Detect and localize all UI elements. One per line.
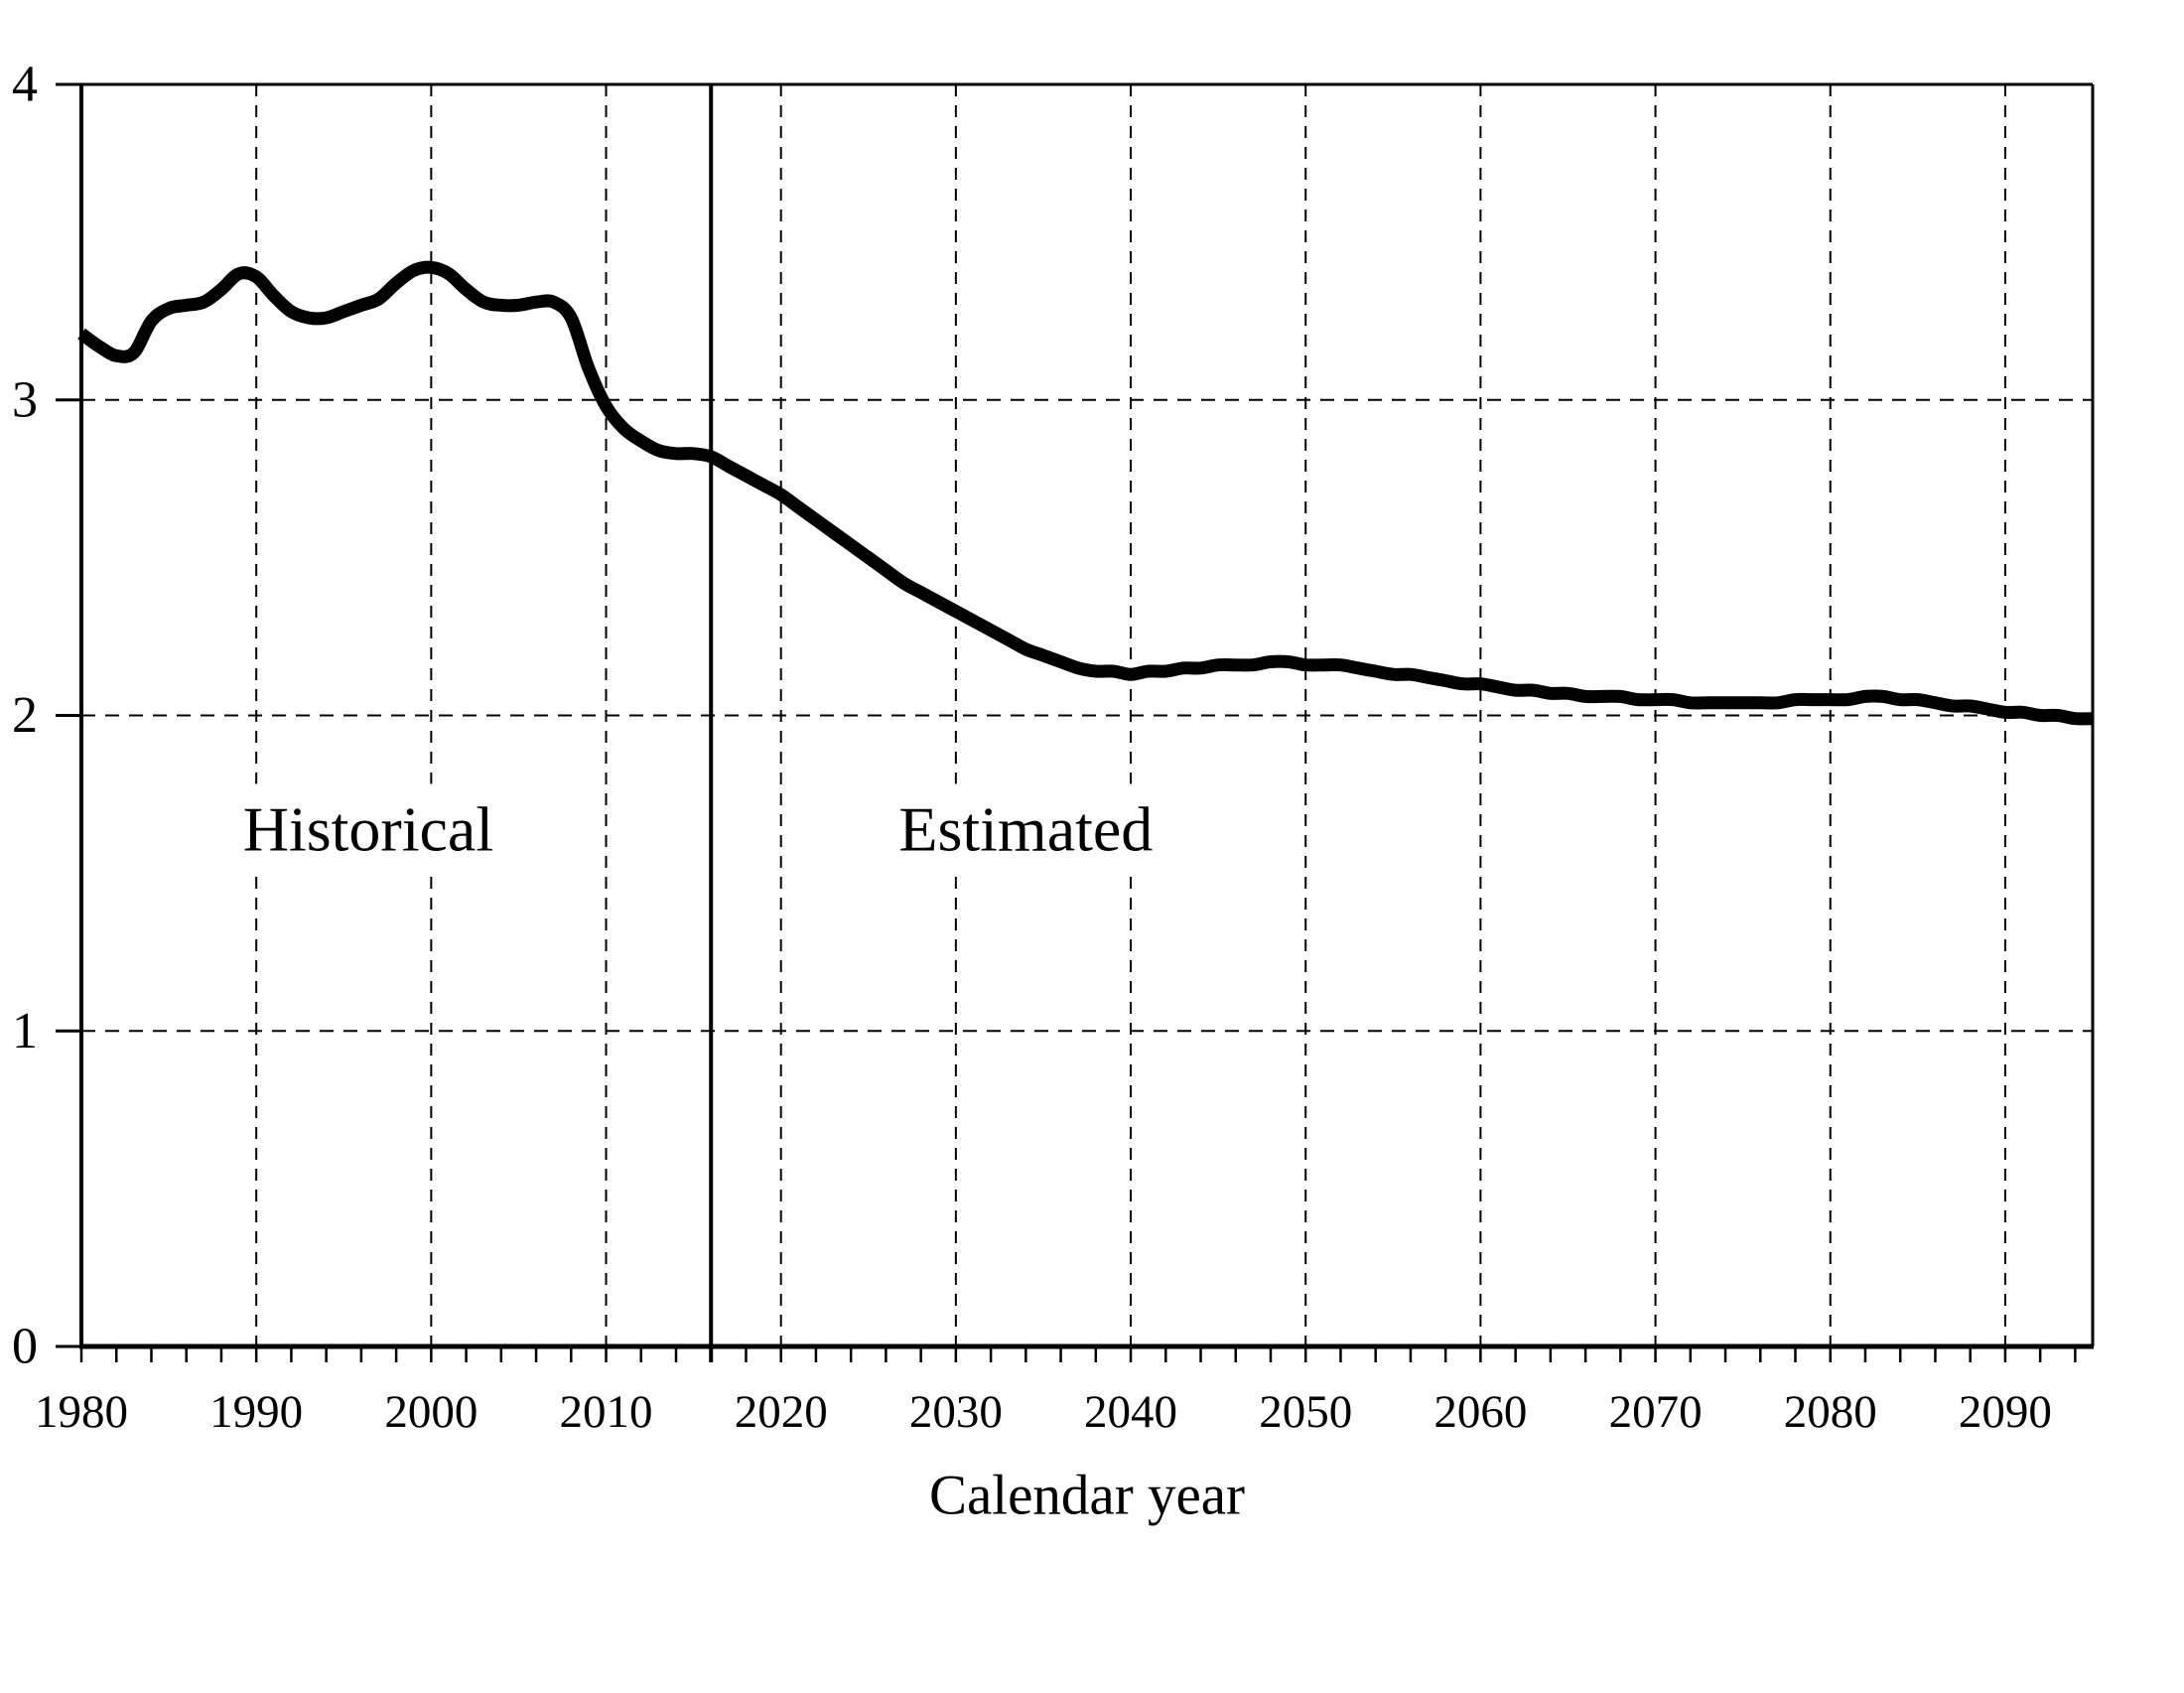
x-tick-label: 2060 — [1433, 1386, 1527, 1438]
annotation-mask — [883, 783, 1169, 875]
y-tick-label: 4 — [12, 57, 38, 113]
estimated-region-label: Estimated — [898, 793, 1153, 864]
region-labels: Historical Estimated — [226, 783, 1169, 875]
x-tick-label: 2090 — [1959, 1386, 2052, 1438]
x-tick-label: 1980 — [35, 1386, 128, 1438]
y-tick-label: 0 — [12, 1319, 38, 1375]
data-series — [77, 260, 2094, 726]
data-line — [77, 260, 2094, 726]
historical-region-label: Historical — [243, 793, 493, 864]
y-tick-label: 1 — [12, 1003, 38, 1059]
x-tick-label: 2030 — [909, 1386, 1003, 1438]
x-tick-label: 2070 — [1609, 1386, 1703, 1438]
y-tick-label: 3 — [12, 371, 38, 428]
x-tick-label: 2040 — [1084, 1386, 1177, 1438]
x-tick-label: 1990 — [209, 1386, 303, 1438]
x-tick-label: 2050 — [1259, 1386, 1352, 1438]
annotation-mask — [226, 783, 510, 875]
gridlines — [81, 84, 2093, 1346]
x-tick-label: 2010 — [560, 1386, 653, 1438]
x-tick-label: 2080 — [1784, 1386, 1877, 1438]
x-tick-label: 2000 — [384, 1386, 478, 1438]
axes: 0 1 2 3 4 1980 1990 2000 2010 2020 2030 2040 2050 206… — [12, 57, 2095, 1438]
x-tick-label: 2020 — [735, 1386, 828, 1438]
y-tick-label: 2 — [12, 687, 38, 744]
x-axis-title: Calendar year — [929, 1465, 1245, 1527]
